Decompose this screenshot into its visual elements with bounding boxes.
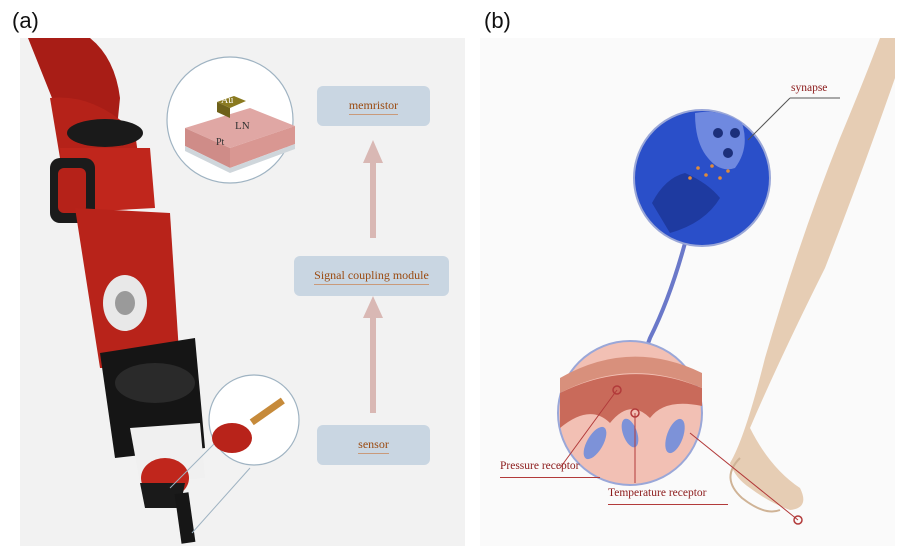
- panel-b-label: (b): [484, 8, 511, 33]
- panel-a: memristor Signal coupling module sensor …: [20, 38, 465, 546]
- sensor-label: sensor: [358, 437, 389, 454]
- temperature-underline: [608, 504, 728, 505]
- layer-ln-label: LN: [235, 120, 250, 132]
- layer-au-label: Au: [221, 95, 234, 106]
- memristor-label: memristor: [348, 98, 399, 115]
- skin-synapse-illustration: [557, 38, 895, 525]
- temperature-receptor-label: Temperature receptor: [608, 487, 707, 499]
- synapse-label: synapse: [791, 82, 828, 94]
- signal-coupling-label: Signal coupling module: [314, 268, 429, 285]
- panel-a-label: (a): [12, 8, 39, 33]
- memristor-box: memristor: [317, 86, 430, 126]
- robot-arm-illustration: [28, 38, 383, 544]
- pressure-receptor-label: Pressure receptor: [500, 460, 580, 472]
- pressure-underline: [500, 477, 600, 478]
- signal-coupling-box: Signal coupling module: [294, 256, 449, 296]
- panel-b: synapse Pressure receptor Temperature re…: [480, 38, 895, 546]
- layer-pt-label: Pt: [216, 137, 225, 148]
- sensor-box: sensor: [317, 425, 430, 465]
